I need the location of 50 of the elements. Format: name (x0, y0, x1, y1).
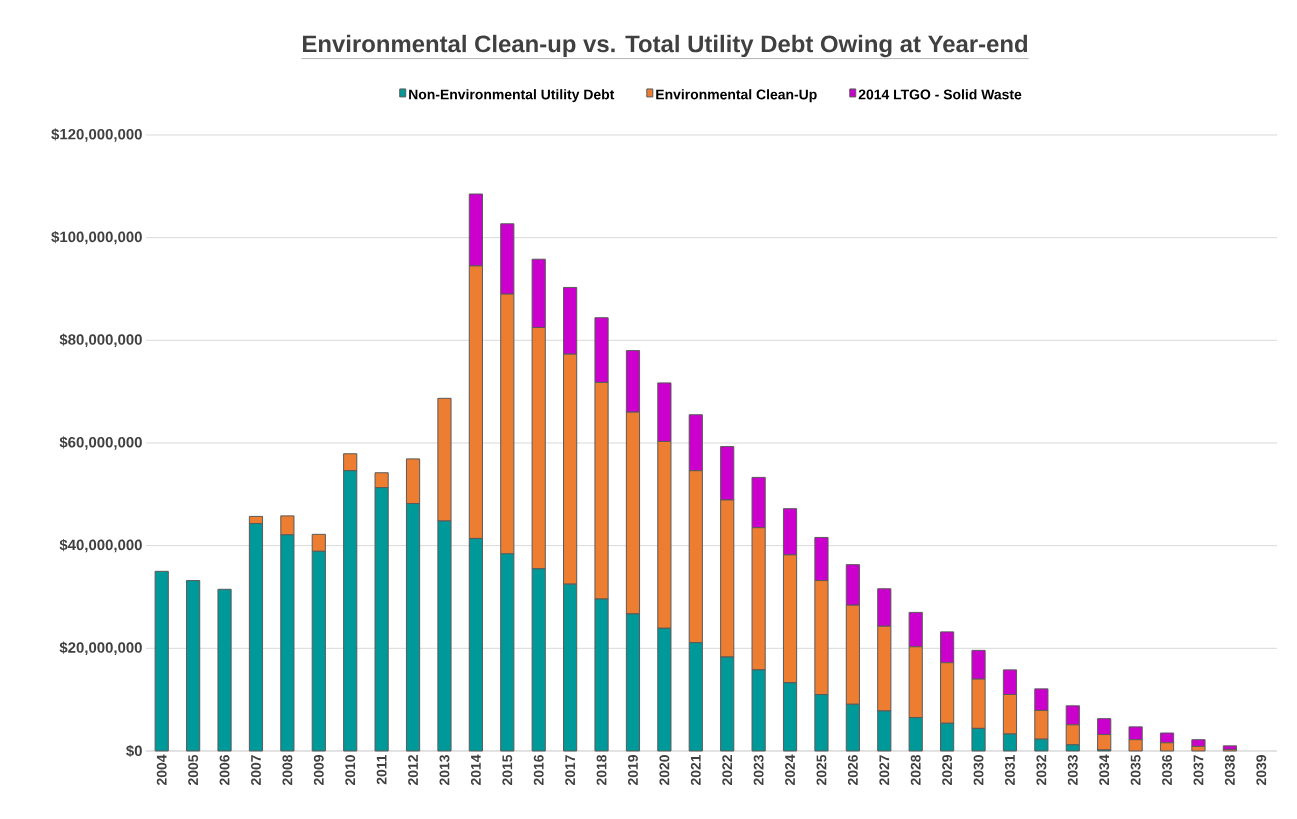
x-tick-label: 2015 (502, 754, 513, 786)
x-tick-label: 2028 (910, 754, 921, 786)
x-tick-label: 2039 (1256, 755, 1267, 786)
bar (154, 570, 169, 752)
x-tick-label: 2038 (1224, 754, 1235, 786)
bar (186, 580, 201, 752)
x-tick-label: 2004 (156, 754, 167, 786)
x-tick-label: 2034 (1099, 754, 1110, 786)
x-tick-label: 2035 (1130, 754, 1141, 786)
x-tick-label: 2023 (753, 755, 764, 786)
legend-label: Non-Environmental Utility Debt (409, 89, 615, 103)
x-tick-label: 2005 (188, 754, 199, 786)
x-tick-label: 2031 (1005, 754, 1015, 786)
y-tick-label: $80,000,000 (59, 333, 142, 348)
x-tick-label: 2018 (596, 754, 607, 786)
x-tick-label: 2007 (251, 755, 261, 786)
x-tick-label: 2037 (1193, 755, 1204, 786)
x-tick-label: 2029 (942, 755, 953, 786)
x-tick-label: 2016 (533, 755, 544, 786)
x-tick-label: 2030 (973, 755, 984, 786)
y-tick-label: $20,000,000 (59, 641, 142, 656)
x-tick-label: 2032 (1036, 755, 1047, 786)
y-tick-label: $60,000,000 (59, 436, 142, 450)
x-tick-label: 2024 (785, 754, 795, 786)
x-tick-label: 2026 (847, 755, 858, 786)
x-tick-label: 2013 (439, 755, 450, 786)
x-tick-label: 2011 (376, 754, 387, 785)
x-tick-label: 2025 (816, 754, 827, 786)
x-tick-label: 2008 (282, 754, 293, 786)
x-tick-label: 2017 (565, 755, 576, 786)
x-tick-label: 2021 (690, 754, 701, 786)
x-tick-label: 2022 (722, 755, 733, 786)
x-tick-label: 2020 (659, 755, 670, 786)
x-tick-label: 2019 (628, 755, 638, 786)
x-tick-label: 2027 (879, 755, 890, 786)
legend-label: 2014 LTGO - Solid Waste (858, 89, 1022, 100)
bar (217, 588, 232, 752)
x-tick-label: 2036 (1162, 755, 1172, 786)
y-tick-label: $120,000,000 (51, 128, 142, 142)
legend-label: Environmental Clean-Up (656, 89, 817, 103)
x-tick-label: 2033 (1067, 755, 1078, 786)
y-tick-label: $0 (126, 744, 142, 758)
x-tick-label: 2009 (313, 755, 324, 786)
y-tick-label: $40,000,000 (59, 538, 142, 553)
x-tick-label: 2014 (470, 754, 481, 786)
x-tick-label: 2012 (408, 755, 418, 786)
x-tick-label: 2010 (345, 755, 356, 786)
x-tick-label: 2006 (219, 755, 230, 786)
y-tick-label: $100,000,000 (51, 230, 142, 245)
chart-title: Environmental Clean-up vs. Total Utility Debt Owing at Year-end (303, 34, 1028, 58)
